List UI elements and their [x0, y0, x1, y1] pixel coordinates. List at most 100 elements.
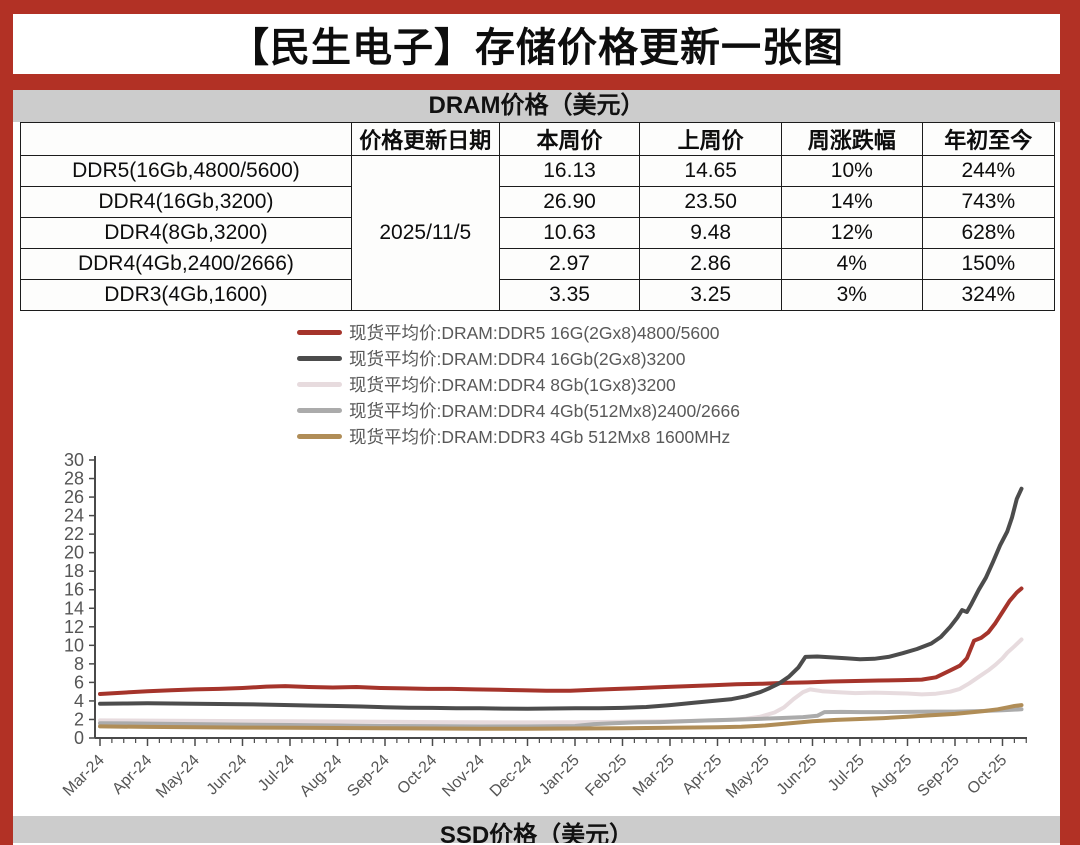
- title-banner: 【民生电子】存储价格更新一张图: [13, 14, 1060, 74]
- main-panel: DRAM价格（美元） 价格更新日期 本周价 上周价 周涨跌幅 年初至今 DDR5…: [13, 90, 1060, 845]
- x-tick-label: Dec-24: [487, 752, 536, 801]
- y-tick-label: 6: [74, 672, 84, 692]
- x-tick-label: Mar-24: [60, 752, 108, 800]
- this-week-cell: 2.97: [498, 248, 641, 280]
- x-tick-label: Jun-25: [774, 752, 821, 799]
- legend-item: 现货平均价:DRAM:DDR5 16G(2Gx8)4800/5600: [297, 319, 740, 345]
- legend-label: 现货平均价:DRAM:DDR4 4Gb(512Mx8)2400/2666: [349, 400, 740, 421]
- x-tick-label: Mar-25: [630, 752, 678, 800]
- y-tick-label: 2: [74, 709, 84, 729]
- y-tick-label: 26: [64, 487, 84, 507]
- x-tick-label: Jul-25: [825, 752, 868, 795]
- legend-line-swatch-icon: [297, 329, 342, 335]
- last-week-cell: 23.50: [639, 186, 782, 218]
- header-this-week: 本周价: [498, 122, 641, 156]
- last-week-cell: 2.86: [639, 248, 782, 280]
- x-tick-label: Jun-24: [204, 752, 251, 799]
- ssd-section-header: SSD价格（美元）: [13, 816, 1060, 843]
- table-row: DDR5(16Gb,4800/5600) 2025/11/5 16.13 14.…: [20, 155, 1056, 311]
- legend-item: 现货平均价:DRAM:DDR4 8Gb(1Gx8)3200: [297, 371, 740, 397]
- header-product: [20, 122, 352, 156]
- ytd-cell: 150%: [921, 248, 1056, 280]
- this-week-cell: 16.13: [498, 155, 641, 187]
- y-tick-label: 22: [64, 524, 84, 544]
- x-tick-label: Apr-24: [109, 752, 155, 798]
- last-week-cell: 9.48: [639, 217, 782, 249]
- table-row: DDR4(8Gb,3200) 10.63 9.48 12% 628%: [20, 217, 1056, 249]
- product-cell: DDR3(4Gb,1600): [20, 279, 352, 311]
- this-week-cell: 26.90: [498, 186, 641, 218]
- ytd-cell: 628%: [921, 217, 1056, 249]
- y-tick-label: 10: [64, 635, 84, 655]
- legend-item: 现货平均价:DRAM:DDR4 16Gb(2Gx8)3200: [297, 345, 740, 371]
- series-line-3: [98, 707, 1024, 729]
- x-tick-label: Aug-25: [867, 752, 916, 801]
- product-cell: DDR4(16Gb,3200): [20, 186, 352, 218]
- y-tick-label: 24: [64, 506, 84, 526]
- this-week-cell: 10.63: [498, 217, 641, 249]
- last-week-cell: 14.65: [639, 155, 782, 187]
- header-update-date: 价格更新日期: [350, 122, 500, 156]
- y-tick-label: 18: [64, 561, 84, 581]
- x-tick-label: May-25: [723, 752, 773, 802]
- legend-label: 现货平均价:DRAM:DDR3 4Gb 512Mx8 1600MHz: [349, 426, 731, 447]
- y-tick-label: 14: [64, 598, 84, 618]
- x-tick-label: Feb-25: [582, 752, 630, 800]
- last-week-cell: 3.25: [639, 279, 782, 311]
- x-tick-label: Apr-25: [679, 752, 725, 798]
- x-tick-label: Oct-24: [394, 752, 440, 798]
- header-last-week: 上周价: [639, 122, 782, 156]
- x-tick-label: Nov-24: [439, 752, 488, 801]
- table-row: DDR4(4Gb,2400/2666) 2.97 2.86 4% 150%: [20, 248, 1056, 280]
- y-tick-label: 0: [74, 728, 84, 748]
- x-tick-label: May-24: [153, 752, 203, 802]
- this-week-cell: 3.35: [498, 279, 641, 311]
- product-cell: DDR4(4Gb,2400/2666): [20, 248, 352, 280]
- legend-item: 现货平均价:DRAM:DDR4 4Gb(512Mx8)2400/2666: [297, 397, 740, 423]
- wow-cell: 12%: [781, 217, 923, 249]
- ytd-cell: 743%: [921, 186, 1056, 218]
- x-tick-label: Sep-24: [344, 752, 393, 801]
- ytd-cell: 244%: [921, 155, 1056, 187]
- dram-price-table: 价格更新日期 本周价 上周价 周涨跌幅 年初至今 DDR5(16Gb,4800/…: [20, 122, 1056, 311]
- ytd-cell: 324%: [921, 279, 1056, 311]
- wow-cell: 10%: [781, 155, 923, 187]
- y-tick-label: 20: [64, 543, 84, 563]
- content-frame: 【民生电子】存储价格更新一张图 DRAM价格（美元） 价格更新日期 本周价 上周…: [13, 14, 1060, 845]
- legend-line-swatch-icon: [297, 381, 342, 387]
- x-tick-label: Oct-25: [964, 752, 1010, 798]
- y-tick-label: 30: [64, 450, 84, 470]
- series-line-1: [98, 486, 1024, 711]
- table-row: DDR3(4Gb,1600) 3.35 3.25 3% 324%: [20, 279, 1056, 311]
- legend-line-swatch-icon: [297, 355, 342, 361]
- header-ytd: 年初至今: [921, 122, 1056, 156]
- legend-item: 现货平均价:DRAM:DDR3 4Gb 512Mx8 1600MHz: [297, 423, 740, 449]
- legend-line-swatch-icon: [297, 407, 342, 413]
- x-tick-label: Jan-25: [536, 752, 583, 799]
- x-tick-label: Jul-24: [255, 752, 298, 795]
- y-tick-label: 28: [64, 469, 84, 489]
- chart-legend: 现货平均价:DRAM:DDR5 16G(2Gx8)4800/5600 现货平均价…: [297, 319, 740, 449]
- x-tick-label: Aug-24: [297, 752, 346, 801]
- y-tick-label: 4: [74, 691, 84, 711]
- product-cell: DDR4(8Gb,3200): [20, 217, 352, 249]
- update-date-cell: 2025/11/5: [350, 155, 500, 311]
- legend-label: 现货平均价:DRAM:DDR5 16G(2Gx8)4800/5600: [349, 322, 720, 343]
- y-tick-label: 16: [64, 580, 84, 600]
- y-tick-label: 8: [74, 654, 84, 674]
- product-cell: DDR5(16Gb,4800/5600): [20, 155, 352, 187]
- wow-cell: 4%: [781, 248, 923, 280]
- wow-cell: 3%: [781, 279, 923, 311]
- legend-line-swatch-icon: [297, 433, 342, 439]
- table-row: DDR4(16Gb,3200) 26.90 23.50 14% 743%: [20, 186, 1056, 218]
- x-tick-label: Sep-25: [914, 752, 963, 801]
- title-separator: [13, 74, 1060, 90]
- legend-label: 现货平均价:DRAM:DDR4 16Gb(2Gx8)3200: [349, 348, 686, 369]
- wow-cell: 14%: [781, 186, 923, 218]
- series-line-2: [98, 637, 1024, 725]
- page-title: 【民生电子】存储价格更新一张图: [229, 26, 844, 70]
- dram-price-chart-area: 0 2 4 6 8 10 12 14 16 18 20 22 24 26 28 30 Mar-24 Apr-24 M…: [13, 311, 1060, 816]
- legend-label: 现货平均价:DRAM:DDR4 8Gb(1Gx8)3200: [349, 374, 676, 395]
